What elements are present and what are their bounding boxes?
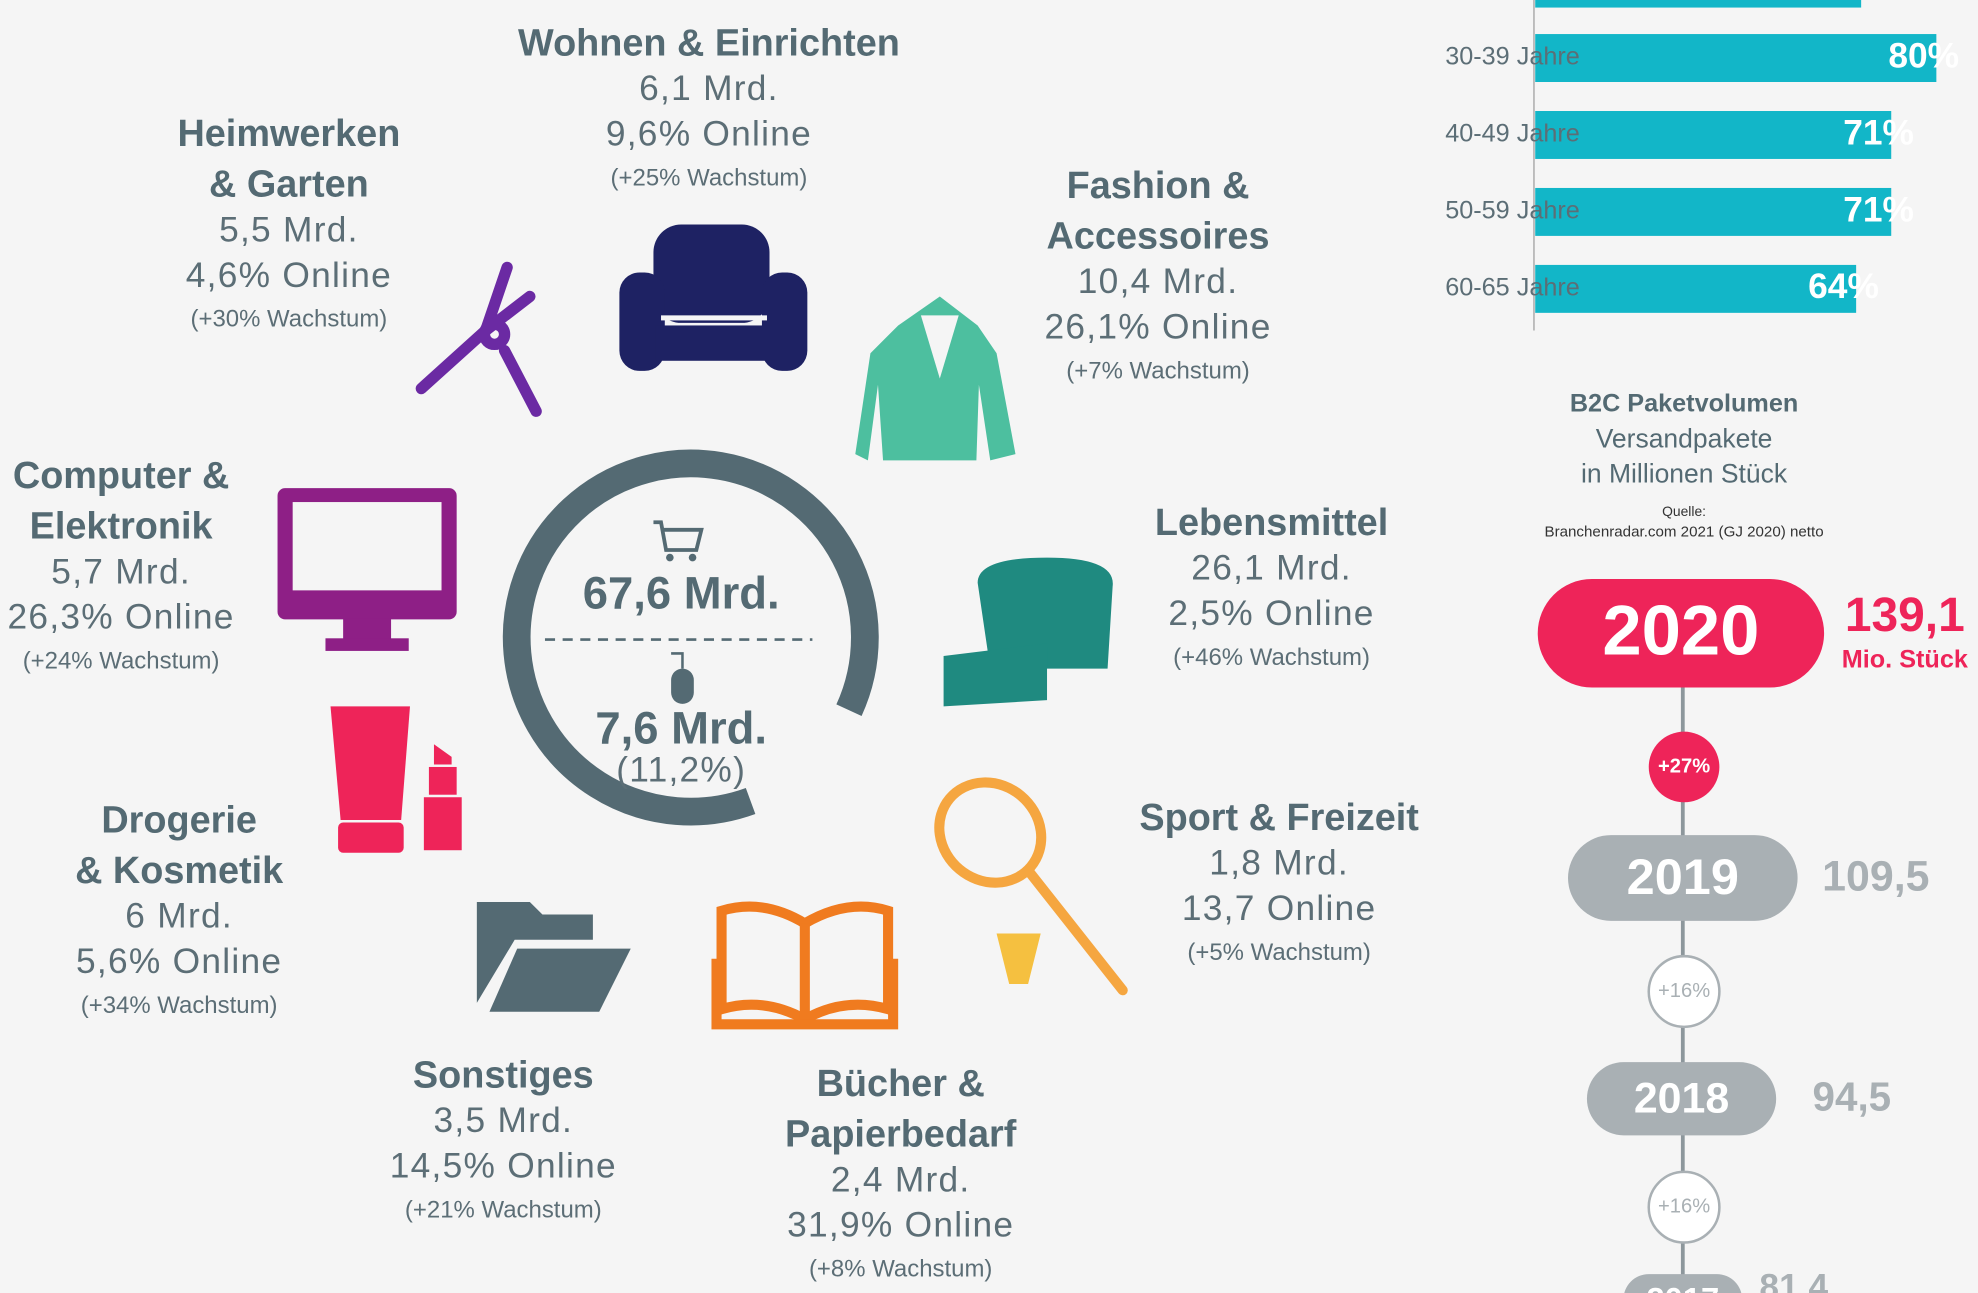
value-label: 64%	[1808, 267, 1879, 306]
year-label: 2017	[1646, 1280, 1719, 1293]
center-total: 67,6 Mrd.	[583, 568, 780, 619]
icon-cosmetics	[331, 706, 462, 852]
category-title: Drogerie	[101, 799, 257, 841]
category-online: 31,9% Online	[787, 1206, 1014, 1245]
category-title: Fashion &	[1067, 165, 1250, 207]
category-growth: (+24% Wachstum)	[23, 648, 220, 675]
category-revenue: 6,1 Mrd.	[639, 69, 779, 108]
parcel-subtitle: Versandpakete	[1596, 423, 1773, 453]
category-growth: (+46% Wachstum)	[1173, 644, 1370, 671]
category-title: Bücher &	[817, 1063, 985, 1105]
bar	[1535, 188, 1891, 236]
category-growth: (+30% Wachstum)	[190, 306, 387, 333]
category-growth: (+25% Wachstum)	[611, 164, 808, 191]
year-label: 2020	[1602, 590, 1759, 669]
category-revenue: 5,5 Mrd.	[219, 210, 359, 249]
icon-monitor	[278, 488, 457, 651]
growth-label: +16%	[1658, 1196, 1710, 1218]
category-title: Elektronik	[30, 506, 214, 548]
category-revenue: 6 Mrd.	[125, 897, 233, 936]
bar	[1535, 111, 1891, 159]
category-label: 30-39 Jahre	[1445, 43, 1580, 71]
category-label: 40-49 Jahre	[1445, 120, 1580, 148]
category-growth: (+34% Wachstum)	[81, 992, 278, 1019]
category-online: 9,6% Online	[606, 115, 812, 154]
year-value: 139,1	[1845, 589, 1965, 642]
value-label: 71%	[1843, 113, 1914, 152]
year-value: 94,5	[1813, 1074, 1892, 1120]
category-online: 26,3% Online	[8, 598, 235, 637]
infographic: 67,6 Mrd. 7,6 Mrd. (11,2%) B2C Paketvolu…	[0, 0, 1978, 1293]
category-title: Wohnen & Einrichten	[518, 22, 900, 64]
category-revenue: 10,4 Mrd.	[1078, 262, 1239, 301]
category-online: 4,6% Online	[186, 256, 392, 295]
category-online: 5,6% Online	[76, 942, 282, 981]
category-title: Papierbedarf	[785, 1114, 1017, 1156]
icon-armchair	[619, 225, 807, 371]
value-label: 71%	[1843, 190, 1914, 229]
source-label: Quelle:	[1662, 503, 1706, 519]
year-label: 2019	[1627, 848, 1739, 905]
bar	[1535, 0, 1861, 8]
category-revenue: 2,4 Mrd.	[831, 1160, 971, 1199]
category-title: Lebensmittel	[1155, 502, 1388, 544]
category-revenue: 26,1 Mrd.	[1191, 549, 1352, 588]
source: Branchenradar.com 2021 (GJ 2020) netto	[1544, 523, 1823, 540]
category-growth: (+7% Wachstum)	[1066, 357, 1249, 384]
category-growth: (+5% Wachstum)	[1187, 939, 1370, 966]
icon-jacket	[855, 296, 1015, 460]
category-online: 13,7 Online	[1182, 889, 1377, 928]
category-title: Heimwerken	[177, 113, 400, 155]
category-online: 2,5% Online	[1168, 594, 1374, 633]
category-revenue: 1,8 Mrd.	[1209, 844, 1349, 883]
year-label: 2018	[1634, 1075, 1729, 1123]
parcel-title: B2C Paketvolumen	[1570, 390, 1798, 418]
icon-mouse	[671, 653, 694, 703]
category-label: 50-59 Jahre	[1445, 197, 1580, 225]
category-title: Sonstiges	[413, 1054, 594, 1096]
icon-racket	[919, 762, 1123, 990]
category-growth: (+21% Wachstum)	[405, 1196, 602, 1223]
category-label: 60-65 Jahre	[1445, 274, 1580, 302]
category-title: Accessoires	[1047, 215, 1270, 257]
icon-book	[717, 907, 894, 1025]
category-growth: (+8% Wachstum)	[809, 1256, 992, 1283]
growth-label: +27%	[1658, 755, 1710, 777]
category-revenue: 5,7 Mrd.	[51, 552, 191, 591]
category-title: Computer &	[13, 455, 229, 497]
center-share: (11,2%)	[616, 750, 746, 789]
category-title: & Garten	[209, 164, 369, 206]
parcel-subtitle: in Millionen Stück	[1581, 459, 1788, 489]
category-title: & Kosmetik	[75, 850, 284, 892]
year-value: 109,5	[1822, 853, 1929, 901]
growth-label: +16%	[1658, 980, 1710, 1002]
icon-cart	[653, 522, 701, 561]
icon-folder	[477, 902, 631, 1012]
category-title: Sport & Freizeit	[1139, 797, 1419, 839]
center-online: 7,6 Mrd.	[595, 703, 767, 754]
category-revenue: 3,5 Mrd.	[434, 1101, 574, 1140]
value-label: 80%	[1888, 36, 1959, 75]
year-unit: Mio. Stück	[1842, 646, 1969, 674]
icon-bread	[944, 558, 1113, 707]
year-value: 81,4	[1759, 1268, 1828, 1293]
category-online: 14,5% Online	[390, 1146, 617, 1185]
icon-pruner	[421, 267, 536, 411]
category-online: 26,1% Online	[1044, 308, 1271, 347]
bar	[1535, 34, 1936, 82]
